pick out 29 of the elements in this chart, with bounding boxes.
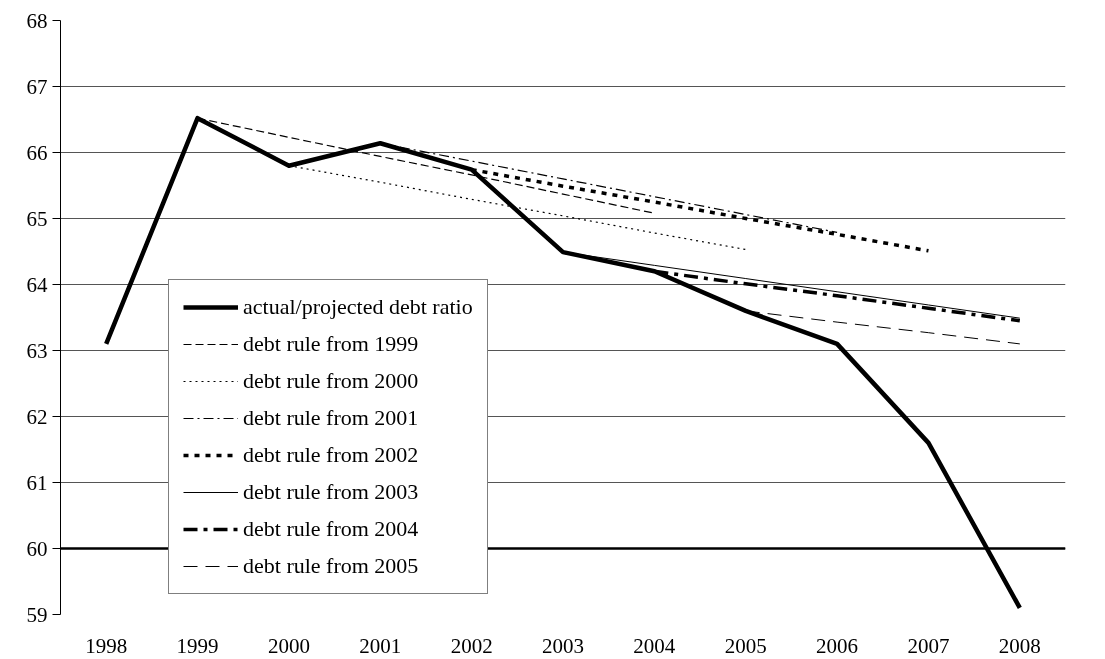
legend-label: actual/projected debt ratio <box>243 294 473 320</box>
y-tick-label: 60 <box>26 536 48 561</box>
y-tick-label: 62 <box>26 404 48 429</box>
x-tick-label: 2005 <box>724 633 767 658</box>
y-tick-label: 68 <box>26 8 48 33</box>
x-tick-label: 2001 <box>359 633 402 658</box>
legend-label: debt rule from 2003 <box>243 479 419 505</box>
x-tick-label: 1998 <box>85 633 128 658</box>
x-tick-label: 2003 <box>542 633 584 658</box>
y-tick-label: 67 <box>26 74 48 99</box>
x-tick-label: 2002 <box>450 633 493 658</box>
legend-label: debt rule from 1999 <box>243 331 419 357</box>
legend-label: debt rule from 2001 <box>243 405 419 431</box>
y-tick-label: 64 <box>26 272 48 297</box>
x-tick-label: 2004 <box>633 633 676 658</box>
y-tick-label: 61 <box>26 470 48 495</box>
y-tick-label: 63 <box>26 338 48 363</box>
y-tick-label: 59 <box>26 602 48 627</box>
x-tick-label: 2007 <box>907 633 950 658</box>
x-tick-label: 1999 <box>176 633 219 658</box>
legend-label: debt rule from 2004 <box>243 516 419 542</box>
x-tick-label: 2008 <box>998 633 1041 658</box>
legend-label: debt rule from 2000 <box>243 368 419 394</box>
legend-label: debt rule from 2002 <box>243 442 419 468</box>
x-tick-label: 2000 <box>267 633 310 658</box>
legend-label: debt rule from 2005 <box>243 553 419 579</box>
x-tick-label: 2006 <box>816 633 859 658</box>
y-tick-label: 66 <box>26 140 48 165</box>
y-tick-label: 65 <box>26 206 48 231</box>
